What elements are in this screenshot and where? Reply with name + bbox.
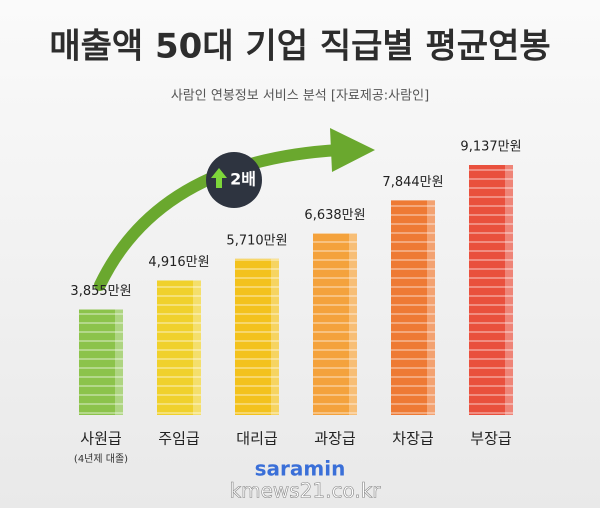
growth-arrow-head (330, 128, 375, 172)
up-icon (211, 168, 227, 188)
chart-subtitle: 사람인 연봉정보 서비스 분석 [자료제공:사람인] (171, 89, 429, 104)
x-tick-label: 주임급 (158, 430, 200, 448)
category-note: (4년제 대졸) (74, 453, 128, 465)
bar-texture (391, 200, 435, 415)
value-label: 6,638만원 (304, 208, 365, 223)
growth-arrow (94, 144, 346, 291)
chart-title: 매출액 50대 기업 직급별 평균연봉 (49, 27, 550, 67)
bar-texture (469, 165, 513, 415)
value-label: 5,710만원 (226, 233, 287, 248)
value-label: 4,916만원 (148, 255, 209, 270)
x-tick-label: 과장급 (314, 430, 356, 448)
bar-texture (313, 233, 357, 415)
x-tick-label: 차장급 (392, 430, 434, 448)
bar-side (115, 309, 123, 415)
x-tick-label: 부장급 (470, 430, 512, 448)
x-tick-label: 사원급 (80, 430, 122, 448)
logo: saramin (255, 457, 346, 481)
bar-texture (79, 309, 123, 415)
bar-side (349, 233, 357, 415)
bar-texture (157, 280, 201, 415)
bar-texture (235, 258, 279, 415)
bar-side (427, 200, 435, 415)
watermark: kmews21.co.kr (230, 479, 382, 503)
bar-side (193, 280, 201, 415)
x-tick-label: 대리급 (236, 430, 278, 448)
bar-side (271, 258, 279, 415)
bar-side (505, 165, 513, 415)
badge (206, 152, 262, 208)
value-label: 9,137만원 (460, 140, 521, 155)
value-label: 3,855만원 (70, 284, 131, 299)
value-label: 7,844만원 (382, 175, 443, 190)
annotation: 2배 (230, 170, 256, 189)
